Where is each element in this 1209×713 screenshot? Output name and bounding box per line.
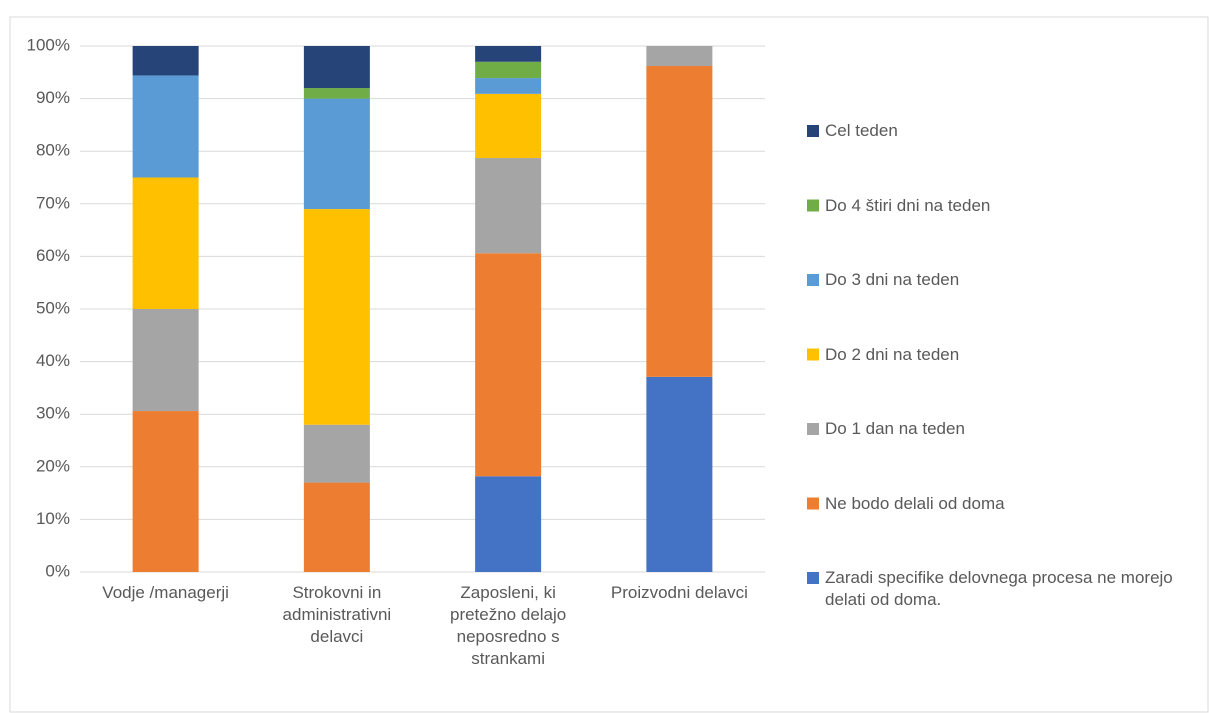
y-tick-label: 30%	[36, 404, 70, 423]
legend-swatch	[807, 348, 819, 361]
bar-segment	[475, 46, 542, 62]
bar-segment	[303, 88, 370, 99]
bar-segment	[646, 46, 713, 66]
bar-segment	[132, 411, 199, 572]
bar-segment	[303, 46, 370, 89]
chart-frame	[9, 16, 1209, 713]
legend-label: Cel teden	[825, 121, 898, 140]
legend-swatch	[807, 274, 819, 286]
legend-label: Do 1 dan na teden	[825, 419, 965, 438]
bar-segment	[132, 309, 199, 412]
y-tick-label: 10%	[36, 509, 70, 528]
bar-segment	[646, 65, 713, 377]
bar-segment	[475, 93, 542, 159]
y-tick-label: 70%	[36, 193, 70, 212]
legend-swatch	[807, 497, 819, 510]
y-tick-label: 50%	[36, 298, 70, 317]
y-tick-label: 100%	[27, 35, 70, 54]
bar-segment	[132, 177, 199, 309]
y-tick-label: 0%	[45, 561, 70, 580]
legend-swatch	[807, 423, 819, 435]
x-tick-label: Strokovni in administrativni delavci	[282, 583, 392, 646]
bar-segment	[475, 158, 542, 254]
x-tick-label: Proizvodni delavci	[610, 583, 748, 602]
x-tick-label: Vodje /managerji	[102, 583, 229, 602]
bar-segment	[475, 78, 542, 94]
bar-segment	[303, 209, 370, 425]
legend-swatch	[807, 572, 819, 584]
legend-swatch	[807, 125, 819, 137]
legend-label: Do 4 štiri dni na teden	[825, 195, 991, 215]
bar-segment	[475, 61, 542, 79]
y-tick-label: 80%	[36, 141, 70, 160]
bar-segment	[646, 376, 713, 572]
x-tick-label: Zaposleni, ki pretežno delajo neposredno…	[449, 583, 567, 668]
bar-segment	[303, 424, 370, 483]
bar-segment	[303, 98, 370, 210]
bar-segment	[303, 482, 370, 572]
legend-label: Do 2 dni na teden	[825, 344, 960, 364]
y-tick-label: 40%	[36, 351, 70, 370]
legend-label: Do 3 dni na teden	[825, 270, 960, 289]
bar-segment	[132, 46, 199, 76]
bar-segment	[475, 253, 542, 477]
legend-swatch	[807, 199, 819, 212]
legend-label: Zaradi specifike delovnega procesa ne mo…	[825, 568, 1173, 609]
y-tick-label: 90%	[36, 88, 70, 107]
legend-label: Ne bodo delali od doma	[825, 493, 1005, 513]
y-tick-label: 20%	[36, 456, 70, 475]
bar-segment	[132, 75, 199, 178]
bar-segment	[475, 476, 542, 572]
y-tick-label: 60%	[36, 246, 70, 265]
